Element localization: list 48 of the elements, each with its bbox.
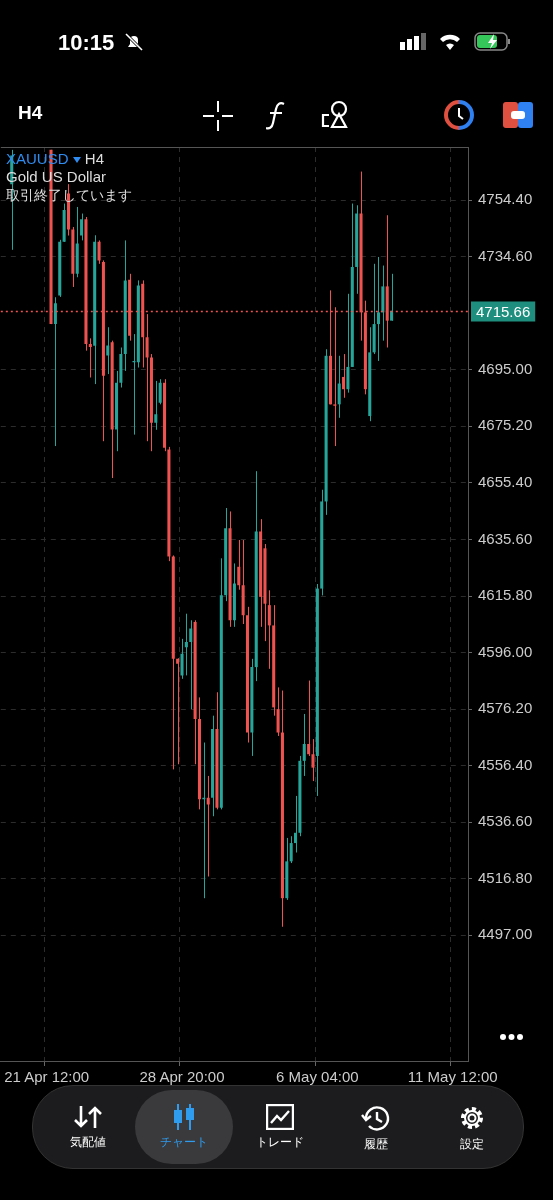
candlestick bbox=[267, 589, 271, 670]
x-tick-label: 6 May 04:00 bbox=[276, 1068, 359, 1086]
y-tick-label: 4655.40 bbox=[478, 473, 533, 491]
text: チャート bbox=[160, 1135, 208, 1149]
y-tick-label: 4576.20 bbox=[478, 699, 533, 717]
text: トレード bbox=[256, 1135, 304, 1149]
candlestick bbox=[80, 213, 84, 241]
candlestick bbox=[53, 296, 57, 447]
candlestick bbox=[206, 775, 210, 877]
y-tick-label: 4556.40 bbox=[478, 755, 533, 773]
candlestick bbox=[176, 657, 180, 765]
text: 設定 bbox=[460, 1137, 484, 1151]
candlestick bbox=[189, 619, 193, 710]
candlestick bbox=[237, 539, 241, 591]
y-tick-label: 4675.20 bbox=[478, 416, 533, 434]
x-tick-label: 11 May 12:00 bbox=[407, 1068, 498, 1086]
candlestick bbox=[145, 313, 149, 442]
text: 気配値 bbox=[70, 1135, 106, 1149]
x-tick-label: 28 Apr 20:00 bbox=[139, 1068, 225, 1086]
y-tick-label: 4615.80 bbox=[478, 586, 533, 604]
y-tick-label: 4536.60 bbox=[478, 812, 533, 830]
candlestick bbox=[180, 638, 184, 680]
candlestick bbox=[289, 835, 293, 864]
candlestick bbox=[346, 293, 350, 394]
candlestick bbox=[302, 713, 306, 777]
x-tick-label: 21 Apr 12:00 bbox=[4, 1068, 90, 1086]
candlestick bbox=[88, 337, 92, 378]
candlestick bbox=[390, 273, 394, 322]
y-tick-label: 4596.00 bbox=[478, 642, 533, 660]
candlestick bbox=[106, 326, 110, 375]
y-tick-label: 4754.40 bbox=[478, 190, 533, 208]
candlestick bbox=[342, 353, 346, 399]
candlestick bbox=[337, 355, 341, 419]
candlestick bbox=[184, 613, 188, 676]
y-tick-label: 4635.60 bbox=[478, 529, 533, 547]
text: 履歴 bbox=[364, 1137, 388, 1151]
y-tick-label: 4695.00 bbox=[478, 359, 533, 377]
y-tick-label: 4497.00 bbox=[478, 925, 533, 943]
y-tick-label: 4516.80 bbox=[478, 868, 533, 886]
candlestick bbox=[154, 380, 158, 431]
candlestick bbox=[97, 239, 101, 265]
candlestick bbox=[276, 686, 280, 737]
y-tick-label: 4734.60 bbox=[478, 246, 533, 264]
candlestick bbox=[158, 378, 162, 405]
text: H4 bbox=[18, 102, 43, 124]
annotation: H4 bbox=[84, 150, 105, 167]
ref-line-label: 4715.66 bbox=[476, 302, 531, 320]
text: 10:15 bbox=[58, 30, 115, 56]
